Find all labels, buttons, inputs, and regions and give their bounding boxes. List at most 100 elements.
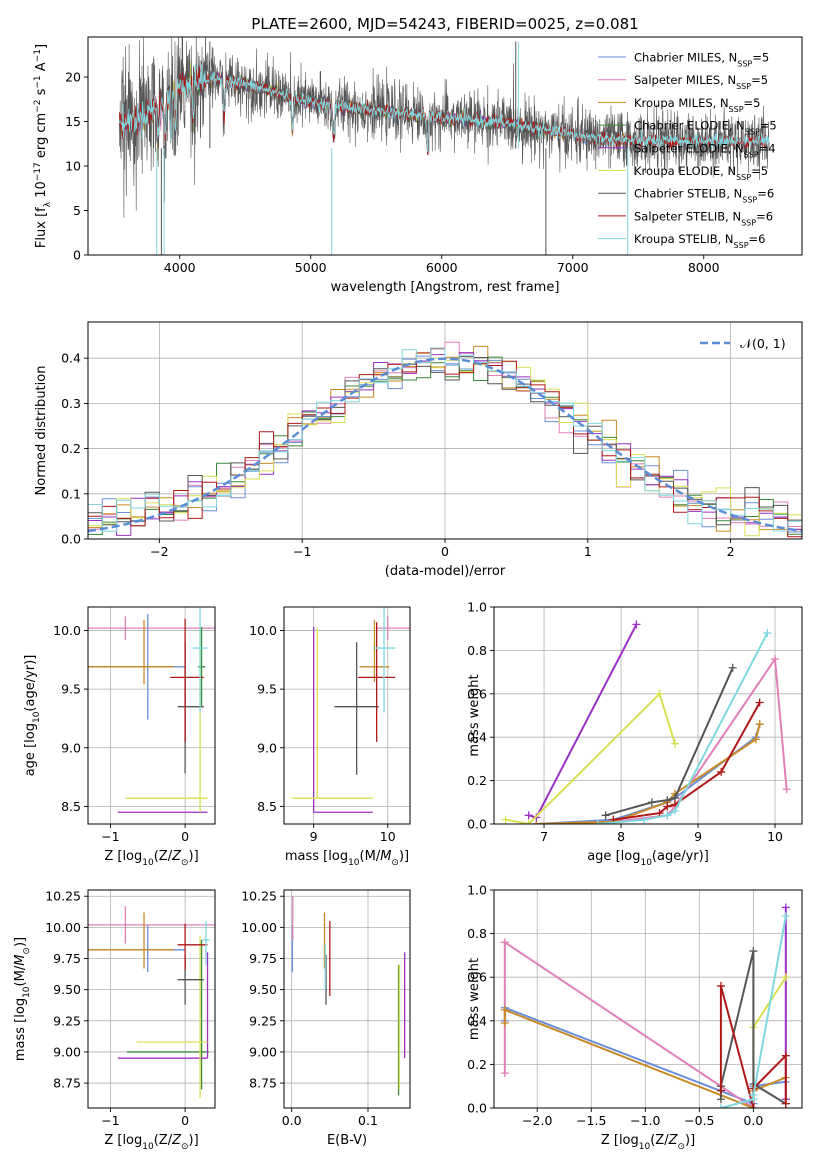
spectrum-line-6: [119, 37, 770, 218]
label-part: (data-model)/error: [385, 564, 506, 579]
plot-area-mass_vs_Z: [88, 906, 215, 1099]
label-part: E(B-V): [327, 1133, 367, 1148]
y-axis-label: mass weight: [467, 674, 482, 756]
weight-marker: [771, 655, 780, 664]
label-part: age [: [23, 743, 38, 776]
panel-residuals: −2 −1 0 1 2 0.0 0.1 0.2 0.3 0.4 (data-model)/error…: [34, 321, 803, 579]
legend-sub: SSP: [741, 218, 756, 227]
legend-entry: Kroupa ELODIE, NSSP=5: [634, 164, 768, 182]
legend-series-name: Chabrier STELIB, N: [634, 187, 742, 201]
x-axis-label: age [log10(age/yr)]: [587, 849, 709, 868]
y-tick-label: 10: [65, 159, 81, 174]
y-tick-label: 0.4: [467, 730, 487, 745]
plot-area-weight_vs_Z: [500, 903, 790, 1108]
legend-series-name: Kroupa STELIB, N: [634, 232, 734, 246]
label-part: log: [13, 998, 28, 1018]
label-part: ⊙: [181, 1142, 189, 1152]
legend-nssp: =5: [751, 73, 768, 87]
x-tick-label: 0.0: [743, 1113, 763, 1128]
x-tick-label: 8: [617, 829, 625, 844]
legend-series-name: Salpeter STELIB, N: [634, 209, 741, 223]
legend-series-name: Kroupa MILES, N: [634, 96, 729, 110]
y-tick-label: 0.2: [467, 773, 487, 788]
legend-series-name: Salpeter ELODIE, N: [634, 141, 744, 155]
weight-line: [613, 702, 761, 821]
legend-sub: SSP: [734, 241, 749, 250]
y-tick-label: 0.0: [467, 1101, 487, 1116]
y-tick-label: 8.75: [249, 1076, 277, 1091]
axes-frame: [283, 606, 411, 825]
axes-frame: [493, 889, 803, 1109]
weight-marker: [500, 938, 509, 947]
label-part: A: [34, 62, 49, 75]
x-tick-label: 0: [181, 1113, 189, 1128]
label-part: −17: [33, 162, 43, 181]
y-tick-label: 8.5: [257, 799, 277, 814]
weight-marker: [717, 767, 726, 776]
histogram-series-8: [88, 347, 802, 532]
y-tick-label: 0.1: [61, 486, 81, 501]
spectrum-line-8: [119, 63, 770, 152]
legend-nssp: =6: [756, 209, 773, 223]
weight-marker: [751, 735, 760, 744]
label-part: log: [619, 1133, 639, 1148]
legend-entry: Chabrier ELODIE, NSSP=5: [634, 119, 777, 137]
legend-series-name: Chabrier ELODIE, N: [634, 119, 745, 133]
y-tick-label: 10.0: [53, 623, 81, 638]
weight-marker: [593, 820, 602, 824]
legend-nssp: =6: [757, 187, 774, 201]
weight-marker: [716, 981, 725, 990]
label-part: M: [13, 955, 28, 966]
x-tick-label: −2.0: [522, 1113, 552, 1128]
x-axis-label: Z [log10(Z/Z⊙)]: [104, 1133, 198, 1152]
weight-marker: [640, 815, 649, 824]
x-tick-label: 9: [310, 829, 318, 844]
label-part: age [: [587, 849, 620, 864]
weight-marker: [500, 1018, 509, 1027]
x-tick-label: −1: [101, 1113, 119, 1128]
y-tick-label: 9.00: [53, 1044, 81, 1059]
y-tick-label: 10.00: [45, 920, 81, 935]
y-tick-label: 10.00: [241, 920, 277, 935]
x-tick-label: −2: [150, 544, 168, 559]
weight-marker: [632, 620, 641, 629]
label-part: Z [: [601, 1133, 619, 1148]
weight-marker: [601, 811, 610, 820]
y-tick-label: 10.0: [249, 623, 277, 638]
figure-title: PLATE=2600, MJD=54243, FIBERID=0025, z=0…: [251, 15, 638, 33]
legend-series-name: Kroupa ELODIE, N: [634, 164, 736, 178]
label-part: mass [: [13, 1018, 28, 1061]
label-part: )]: [189, 1133, 199, 1148]
x-tick-label: 8000: [688, 260, 720, 275]
panel-mass_vs_ebv: 0.0 0.1 8.75 9.00 9.25 9.50 9.75 10.00 10.25 E(B-…: [241, 889, 411, 1148]
legend-nssp: =5: [760, 119, 777, 133]
x-tick-label: 9: [694, 829, 702, 844]
legend-entry: Salpeter ELODIE, NSSP=4: [634, 141, 776, 159]
legend-sub: SSP: [736, 173, 751, 182]
weight-line: [503, 1008, 787, 1108]
x-axis-label: Z [log10(Z/Z⊙)]: [601, 1133, 695, 1152]
x-tick-label: −1.0: [630, 1113, 660, 1128]
label-part: M: [380, 849, 391, 864]
label-part: log: [122, 849, 142, 864]
x-tick-label: 0.1: [358, 1113, 378, 1128]
label-part: ]: [34, 44, 49, 49]
label-part: −1: [33, 75, 43, 88]
weight-marker: [501, 815, 510, 824]
weight-marker: [670, 806, 679, 815]
label-part: ⊙: [181, 858, 189, 868]
label-part: Normed distribution: [34, 366, 49, 496]
y-tick-label: 5: [73, 203, 81, 218]
x-axis-label: mass [log10(M/M⊙)]: [285, 849, 409, 868]
weight-marker: [524, 811, 533, 820]
y-tick-label: 10.25: [241, 889, 277, 904]
x-tick-label: 10: [380, 829, 396, 844]
histogram-series-6: [88, 356, 802, 526]
weight-marker: [500, 1069, 509, 1078]
y-tick-label: 9.50: [249, 982, 277, 997]
y-tick-label: 0.6: [467, 686, 487, 701]
weight-marker: [524, 820, 533, 824]
label-part: (Z/: [154, 849, 173, 864]
